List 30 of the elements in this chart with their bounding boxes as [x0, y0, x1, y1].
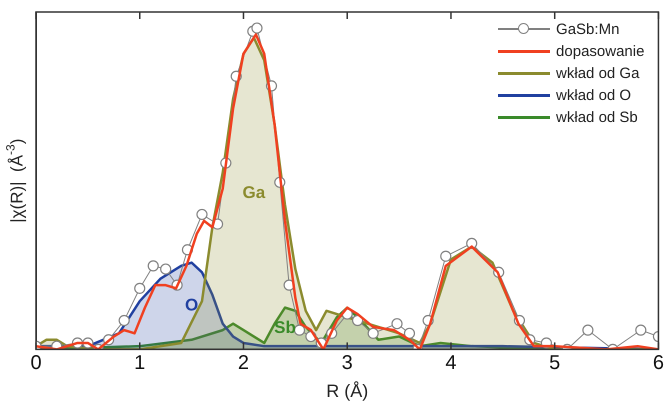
point — [160, 263, 172, 275]
legend-label: wkład od Ga — [556, 64, 640, 82]
legend-label: GaSb:Mn — [556, 20, 620, 38]
x-tick-label: 5 — [549, 352, 560, 374]
x-tick-label: 3 — [342, 352, 353, 374]
x-tick-label: 1 — [134, 352, 146, 374]
annotation: Ga — [242, 183, 266, 202]
x-tick-label: 2 — [238, 352, 250, 374]
point — [251, 22, 263, 34]
legend-label: wkład od Sb — [556, 108, 638, 126]
x-tick-label: 6 — [652, 352, 664, 374]
annotation: O — [184, 296, 198, 315]
x-axis-title: R (Å) — [326, 381, 368, 402]
point — [635, 324, 646, 336]
point — [134, 282, 146, 294]
point — [440, 250, 452, 262]
point — [391, 318, 403, 330]
point — [404, 328, 416, 339]
point — [148, 260, 159, 272]
x-tick-label: 4 — [445, 352, 457, 374]
x-tick-label: 0 — [30, 352, 42, 374]
legend-label: wkład od O — [556, 86, 632, 104]
point — [196, 208, 208, 220]
point — [352, 314, 364, 326]
point — [368, 328, 379, 339]
legend-label: dopasowanie — [556, 42, 644, 60]
point — [118, 314, 130, 326]
point — [582, 324, 594, 336]
annotation: Sb — [274, 318, 296, 338]
y-axis-title: |χ(R)| (Å-3) — [3, 138, 27, 223]
